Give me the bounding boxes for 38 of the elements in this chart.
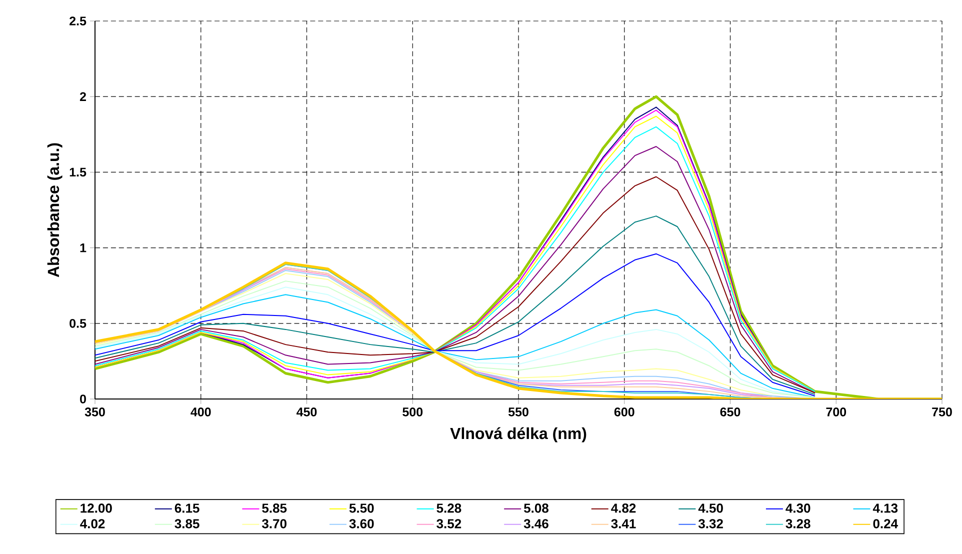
legend-label: 3.32 [698,519,723,528]
legend-label: 4.13 [872,504,898,513]
legend-label: 4.02 [80,519,105,528]
x-tick-label: 650 [720,408,740,416]
legend-label: 3.70 [262,519,286,528]
y-tick-label: 2 [80,92,86,101]
legend-label: 5.85 [262,504,287,513]
y-tick-label: 1 [80,244,86,252]
x-tick-label: 350 [84,408,105,416]
legend-label: 5.50 [349,504,374,513]
x-tick-label: 500 [402,408,423,416]
legend-label: 3.46 [524,519,548,528]
x-tick-label: 450 [296,408,317,416]
legend-label: 5.28 [436,504,462,513]
line-series [95,216,816,395]
legend-label: 4.50 [698,504,723,513]
legend-label: 5.08 [524,504,548,513]
x-axis-title: Vlnová délka (nm) [450,427,586,442]
x-tick-label: 550 [508,408,528,416]
x-tick-label: 750 [932,408,952,416]
legend-label: 12.00 [80,504,112,513]
legend-label: 4.30 [786,504,810,513]
legend-label: 3.52 [436,519,462,528]
legend-label: 3.60 [349,519,374,528]
y-tick-label: 2.5 [70,16,86,26]
legend-label: 3.41 [611,519,636,528]
x-tick-label: 400 [190,408,211,416]
y-tick-label: 0.5 [70,318,86,328]
y-axis-title: Absorbance (a.u.) [47,143,62,278]
legend-label: 3.28 [786,519,810,528]
y-tick-label: 1.5 [70,168,86,177]
legend-label: 4.82 [611,504,636,513]
y-tick-label: 0 [80,394,86,404]
legend-label: 3.85 [174,519,200,528]
legend-label: 0.24 [873,519,898,528]
legend-label: 6.15 [174,504,200,513]
x-tick-label: 600 [614,408,634,416]
x-tick-label: 700 [826,408,846,416]
